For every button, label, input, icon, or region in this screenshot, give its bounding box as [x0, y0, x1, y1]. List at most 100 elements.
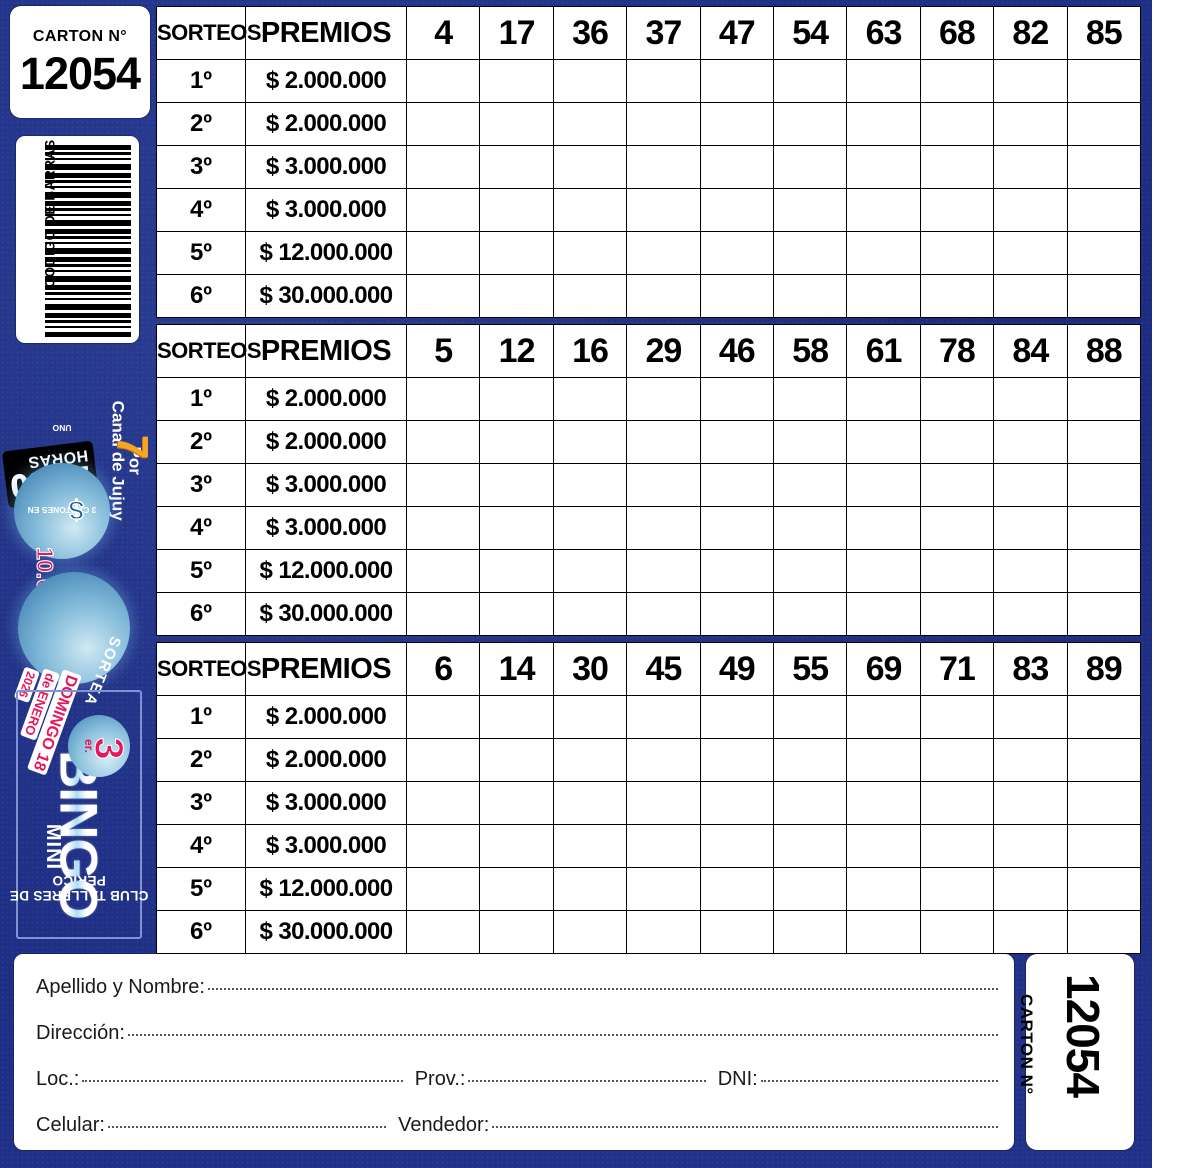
mark-cell[interactable] — [1066, 231, 1142, 275]
mark-cell[interactable] — [699, 781, 774, 825]
cell-input[interactable] — [107, 1125, 387, 1128]
mark-cell[interactable] — [479, 592, 554, 636]
mark-cell[interactable] — [479, 781, 554, 825]
mark-cell[interactable] — [919, 506, 995, 550]
name-input[interactable] — [207, 987, 998, 990]
mark-cell[interactable] — [772, 738, 848, 782]
locality-input[interactable] — [82, 1079, 403, 1082]
mark-cell[interactable] — [405, 188, 481, 232]
mark-cell[interactable] — [405, 867, 481, 911]
mark-cell[interactable] — [846, 377, 921, 421]
mark-cell[interactable] — [479, 738, 554, 782]
mark-cell[interactable] — [552, 549, 628, 593]
mark-cell[interactable] — [846, 145, 921, 189]
mark-cell[interactable] — [846, 59, 921, 103]
mark-cell[interactable] — [919, 59, 995, 103]
mark-cell[interactable] — [626, 867, 701, 911]
mark-cell[interactable] — [846, 592, 921, 636]
mark-cell[interactable] — [699, 188, 774, 232]
mark-cell[interactable] — [919, 910, 995, 954]
mark-cell[interactable] — [919, 695, 995, 739]
mark-cell[interactable] — [626, 506, 701, 550]
mark-cell[interactable] — [993, 781, 1068, 825]
mark-cell[interactable] — [919, 188, 995, 232]
mark-cell[interactable] — [699, 59, 774, 103]
mark-cell[interactable] — [479, 188, 554, 232]
mark-cell[interactable] — [405, 145, 481, 189]
mark-cell[interactable] — [626, 549, 701, 593]
mark-cell[interactable] — [772, 781, 848, 825]
mark-cell[interactable] — [993, 592, 1068, 636]
mark-cell[interactable] — [479, 145, 554, 189]
mark-cell[interactable] — [479, 506, 554, 550]
mark-cell[interactable] — [1066, 59, 1142, 103]
mark-cell[interactable] — [552, 824, 628, 868]
mark-cell[interactable] — [552, 420, 628, 464]
mark-cell[interactable] — [479, 910, 554, 954]
mark-cell[interactable] — [1066, 738, 1142, 782]
mark-cell[interactable] — [919, 738, 995, 782]
mark-cell[interactable] — [552, 695, 628, 739]
mark-cell[interactable] — [626, 695, 701, 739]
mark-cell[interactable] — [919, 867, 995, 911]
mark-cell[interactable] — [993, 506, 1068, 550]
mark-cell[interactable] — [772, 420, 848, 464]
mark-cell[interactable] — [479, 463, 554, 507]
mark-cell[interactable] — [846, 549, 921, 593]
mark-cell[interactable] — [626, 463, 701, 507]
mark-cell[interactable] — [993, 231, 1068, 275]
mark-cell[interactable] — [993, 695, 1068, 739]
mark-cell[interactable] — [479, 420, 554, 464]
mark-cell[interactable] — [552, 231, 628, 275]
mark-cell[interactable] — [699, 549, 774, 593]
mark-cell[interactable] — [699, 377, 774, 421]
mark-cell[interactable] — [405, 910, 481, 954]
mark-cell[interactable] — [1066, 188, 1142, 232]
mark-cell[interactable] — [405, 377, 481, 421]
mark-cell[interactable] — [626, 910, 701, 954]
mark-cell[interactable] — [919, 463, 995, 507]
mark-cell[interactable] — [1066, 377, 1142, 421]
mark-cell[interactable] — [919, 824, 995, 868]
mark-cell[interactable] — [405, 59, 481, 103]
mark-cell[interactable] — [552, 59, 628, 103]
mark-cell[interactable] — [699, 463, 774, 507]
mark-cell[interactable] — [626, 420, 701, 464]
mark-cell[interactable] — [846, 781, 921, 825]
mark-cell[interactable] — [993, 145, 1068, 189]
mark-cell[interactable] — [552, 506, 628, 550]
mark-cell[interactable] — [626, 231, 701, 275]
mark-cell[interactable] — [405, 506, 481, 550]
mark-cell[interactable] — [699, 231, 774, 275]
mark-cell[interactable] — [1066, 102, 1142, 146]
mark-cell[interactable] — [846, 274, 921, 318]
mark-cell[interactable] — [846, 867, 921, 911]
mark-cell[interactable] — [993, 824, 1068, 868]
mark-cell[interactable] — [552, 592, 628, 636]
mark-cell[interactable] — [772, 463, 848, 507]
mark-cell[interactable] — [405, 781, 481, 825]
mark-cell[interactable] — [699, 824, 774, 868]
mark-cell[interactable] — [993, 59, 1068, 103]
mark-cell[interactable] — [993, 910, 1068, 954]
mark-cell[interactable] — [846, 695, 921, 739]
mark-cell[interactable] — [993, 274, 1068, 318]
mark-cell[interactable] — [1066, 592, 1142, 636]
mark-cell[interactable] — [479, 824, 554, 868]
mark-cell[interactable] — [993, 549, 1068, 593]
mark-cell[interactable] — [479, 867, 554, 911]
mark-cell[interactable] — [846, 463, 921, 507]
mark-cell[interactable] — [626, 738, 701, 782]
mark-cell[interactable] — [479, 377, 554, 421]
mark-cell[interactable] — [1066, 824, 1142, 868]
mark-cell[interactable] — [772, 377, 848, 421]
mark-cell[interactable] — [552, 738, 628, 782]
mark-cell[interactable] — [699, 738, 774, 782]
mark-cell[interactable] — [1066, 867, 1142, 911]
mark-cell[interactable] — [919, 592, 995, 636]
mark-cell[interactable] — [772, 824, 848, 868]
mark-cell[interactable] — [993, 188, 1068, 232]
mark-cell[interactable] — [699, 145, 774, 189]
mark-cell[interactable] — [479, 231, 554, 275]
mark-cell[interactable] — [846, 824, 921, 868]
